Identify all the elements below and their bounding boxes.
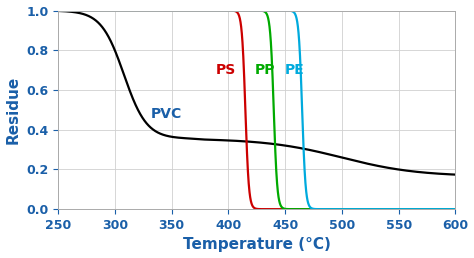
Y-axis label: Residue: Residue	[6, 76, 20, 144]
Text: PE: PE	[284, 63, 304, 77]
X-axis label: Temperature (°C): Temperature (°C)	[183, 237, 331, 252]
Text: PS: PS	[216, 63, 236, 77]
Text: PP: PP	[255, 63, 275, 77]
Text: PVC: PVC	[150, 107, 182, 121]
